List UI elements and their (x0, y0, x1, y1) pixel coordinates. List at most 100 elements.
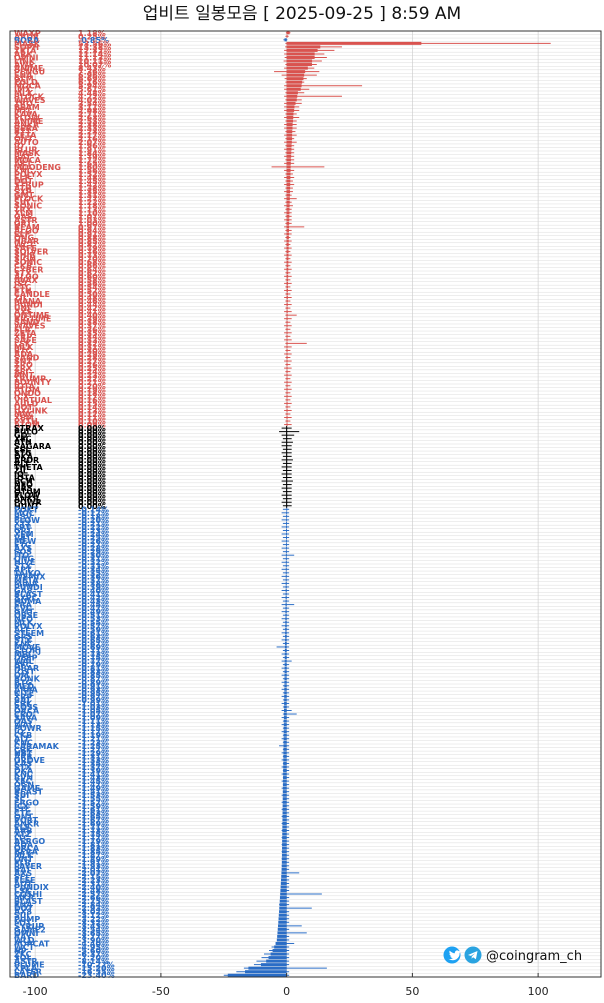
telegram-plane-glyph (468, 951, 478, 960)
row-symbol-label: STX (14, 562, 32, 571)
bar (283, 716, 287, 720)
bar (285, 553, 287, 557)
bar (286, 317, 288, 321)
row-symbol-label: LTC (14, 834, 29, 843)
row-change-label: -2.01% (78, 865, 109, 874)
bar (286, 373, 288, 377)
row-change-label: 0.00% (78, 463, 106, 472)
bar (282, 804, 287, 808)
row-change-label: 5.61% (78, 85, 106, 94)
row-change-label: 0.34% (78, 332, 106, 341)
row-symbol-label: KNC (14, 770, 33, 779)
row-change-label: 0.13% (78, 406, 106, 415)
row-symbol-label: SAVA (14, 714, 38, 723)
bar (268, 956, 287, 960)
row-symbol-label: DKA (14, 767, 34, 776)
bar (277, 931, 287, 935)
row-symbol-label: WAVES (14, 96, 46, 105)
row-symbol-label: PUNDI (14, 583, 43, 592)
row-change-label: -1.05% (78, 706, 109, 715)
row-symbol-label: MANA (14, 297, 42, 306)
row-change-label: -1.47% (78, 781, 109, 790)
row-symbol-label: ORCA (14, 706, 40, 715)
row-symbol-label: CYBER (14, 265, 43, 274)
row-symbol-label: SAND (14, 354, 40, 363)
bar (286, 310, 288, 314)
row-change-label: 7.36% (78, 68, 106, 77)
row-change-label: 0.70% (78, 255, 106, 264)
row-symbol-label: MASK (14, 149, 41, 158)
row-symbol-label: ONTIME (14, 311, 49, 320)
bar (279, 899, 287, 903)
row-change-label: -3.77% (78, 932, 109, 941)
row-change-label: 4.22% (78, 92, 106, 101)
row-symbol-label: GRT (14, 219, 32, 228)
row-change-label: 4.02% (78, 96, 106, 105)
bar (286, 137, 293, 141)
bar (286, 123, 293, 127)
bar (286, 41, 422, 45)
row-symbol-label: MKR (14, 894, 34, 903)
row-symbol-label: COSHI (14, 890, 42, 899)
row-change-label: 0.00% (78, 431, 106, 440)
row-symbol-label: IQ (14, 142, 24, 151)
row-change-label: -1.61% (78, 805, 109, 814)
bar (283, 772, 287, 776)
bar (285, 599, 287, 603)
row-symbol-label: GRT (14, 526, 32, 535)
bar (282, 779, 287, 783)
row-change-label: 10.07% (78, 61, 111, 70)
row-symbol-label: ZETA (14, 329, 37, 338)
bar (286, 257, 289, 261)
row-change-label: 0.00% (78, 456, 106, 465)
row-change-label: 0.15% (78, 399, 106, 408)
row-symbol-label: SEI (14, 368, 28, 377)
row-symbol-label: PENGU (14, 68, 45, 77)
row-symbol-label: SAGARA (14, 442, 52, 451)
row-symbol-label: ELF (14, 173, 30, 182)
bar (274, 945, 287, 949)
row-change-label: 0.79% (78, 244, 106, 253)
row-symbol-label: IQ (14, 728, 24, 737)
bar (284, 691, 287, 695)
bar (286, 306, 288, 310)
row-change-label: 10.11% (78, 57, 111, 66)
row-symbol-label: ASTR (14, 957, 38, 966)
row-symbol-label: POLYX (14, 170, 43, 179)
bar (286, 45, 321, 49)
twitter-bird-glyph (447, 950, 461, 961)
row-change-label: -1.71% (78, 823, 109, 832)
row-symbol-label: OMNI (14, 929, 38, 938)
bar (284, 705, 287, 709)
row-change-label: -0.18% (78, 512, 109, 521)
bar (286, 536, 287, 540)
row-symbol-label: MINA (14, 579, 39, 588)
bar (279, 896, 287, 900)
bar (286, 101, 296, 105)
bar (282, 807, 287, 811)
row-change-label: -0.25% (78, 534, 109, 543)
bar (286, 345, 288, 349)
x-tick-label: 50 (405, 985, 419, 998)
row-symbol-label: ONT (14, 855, 33, 864)
bar (286, 525, 287, 529)
row-symbol-label: BAT (14, 696, 32, 705)
row-symbol-label: ZRX (14, 364, 33, 373)
row-change-label: 0.14% (78, 403, 106, 412)
row-symbol-label: SYRUP (14, 922, 44, 931)
row-change-label: -1.21% (78, 735, 109, 744)
bar (283, 751, 287, 755)
bar (285, 624, 287, 628)
row-symbol-label: XEC (14, 777, 32, 786)
row-symbol-label: AWE (14, 61, 34, 70)
row-change-label: -0.99% (78, 696, 109, 705)
row-symbol-label: WLD (14, 936, 35, 945)
row-change-label: -0.38% (78, 579, 109, 588)
bar (286, 225, 290, 229)
row-change-label: -2.07% (78, 869, 109, 878)
row-change-label: 0.64% (78, 265, 106, 274)
bar (285, 578, 287, 582)
row-change-label: 0.00% (78, 438, 106, 447)
row-change-label: -0.22% (78, 523, 109, 532)
row-symbol-label: MVC (14, 410, 34, 419)
